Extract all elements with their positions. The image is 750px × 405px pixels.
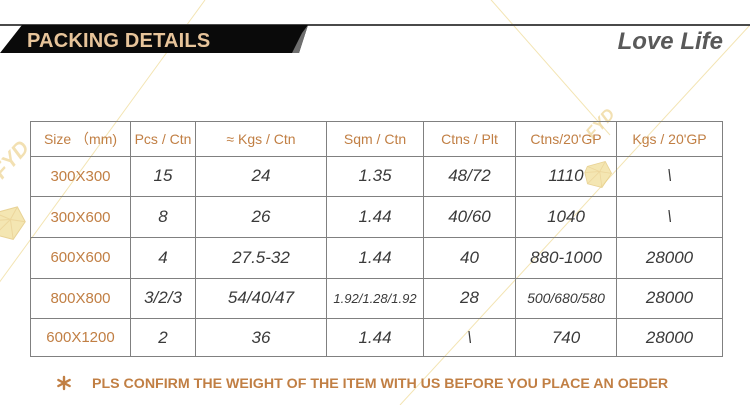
svg-text:PACKING DETAILS: PACKING DETAILS	[27, 30, 210, 52]
